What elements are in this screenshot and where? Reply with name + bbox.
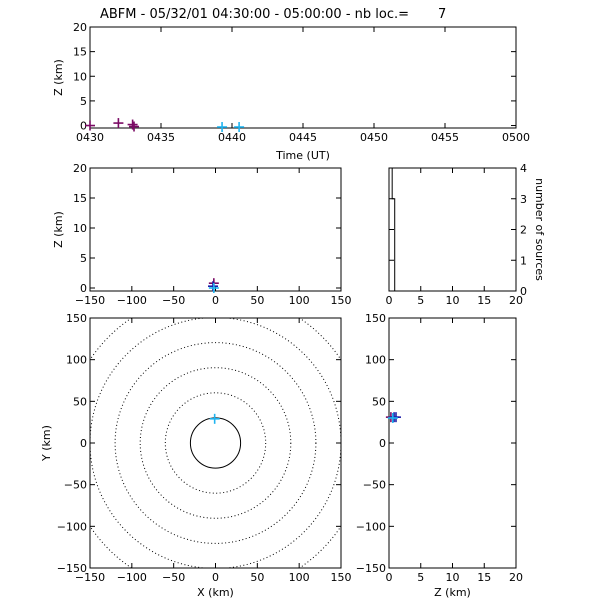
x-tick-label: −100 [117,294,147,307]
y-axis-label: number of sources [533,178,546,281]
x-tick-label: 0500 [502,131,530,144]
x-tick-label: 0 [386,571,393,584]
y-tick-label: 5 [80,252,87,265]
x-tick-label: 0 [212,571,219,584]
y-tick-label: 0 [80,437,87,450]
data-points [385,412,401,423]
range-ring [90,318,341,568]
x-axis-label: X (km) [197,586,234,599]
data-points [85,118,245,133]
x-tick-label: 100 [289,571,310,584]
y-tick-label: −50 [64,479,87,492]
y-tick-label: 50 [372,395,386,408]
x-tick-label: 5 [417,294,424,307]
x-tick-label: −100 [117,571,147,584]
x-tick-label: 0455 [431,131,459,144]
y-tick-label: 100 [66,354,87,367]
x-tick-label: 0430 [76,131,104,144]
plot-frame [89,317,342,569]
chart-panels: 0430 0435 0440 0445 0450 0455 050005101520Time… [40,21,546,599]
y-tick-label: −100 [57,520,87,533]
x-tick-label: 10 [446,571,460,584]
plot-frame [388,167,517,292]
y-tick-label: −50 [363,479,386,492]
plot-frame [89,26,517,129]
panel-zy: 0 5 10 15 20 −150 −100 −50 0 50 100 150 Z (km) [356,312,523,599]
panel-xz: −150 −100 −50 0 50 100 150 0 5 10 15 20 Z (km) [52,162,352,307]
y-tick-label: 0 [80,120,87,133]
x-tick-label: −150 [75,294,105,307]
y-tick-label: 150 [365,312,386,325]
y-axis-label: Y (km) [40,425,53,462]
x-tick-label: −50 [162,571,185,584]
y-axis-label: Z (km) [52,211,65,248]
y-tick-label: 20 [73,162,87,175]
y-tick-label: 100 [365,354,386,367]
y-tick-label: −150 [356,562,386,575]
y-tick-label: 150 [66,312,87,325]
x-tick-label: 5 [417,571,424,584]
y-tick-label: 1 [520,254,527,267]
x-tick-label: 150 [331,294,352,307]
x-tick-label: 10 [446,294,460,307]
x-tick-label: 0450 [360,131,388,144]
x-axis-label: Time (UT) [275,149,330,162]
y-tick-label: 0 [80,282,87,295]
y-tick-label: −150 [57,562,87,575]
panel-xy: −150 −100 −50 0 50 100 150 −150 −100 −50 0 50 100 150… [40,312,352,599]
x-tick-label: −50 [162,294,185,307]
x-tick-label: 15 [477,294,491,307]
data-points [209,413,220,424]
histogram-line [389,167,516,292]
x-tick-label: −150 [75,571,105,584]
y-tick-label: 20 [73,21,87,34]
x-tick-label: 0435 [147,131,175,144]
x-tick-label: 0440 [218,131,246,144]
x-tick-label: 100 [289,294,310,307]
range-ring [164,392,267,494]
panel-time-height: 0430 0435 0440 0445 0450 0455 0500 0 5 10 15 20 Time… [52,21,530,162]
x-tick-label: 0 [212,294,219,307]
y-tick-label: 10 [73,222,87,235]
range-ring [139,367,292,519]
y-tick-label: 2 [520,224,527,237]
x-tick-label: 20 [509,571,523,584]
x-tick-label: 50 [250,571,264,584]
range-ring [114,342,317,544]
chart-title: ABFM - 05/32/01 04:30:00 - 05:00:00 - nb… [100,7,446,22]
range-ring [189,417,242,469]
data-points [207,278,219,293]
x-axis-label: Z (km) [434,586,471,599]
x-tick-label: 15 [477,571,491,584]
y-tick-label: 10 [73,70,87,83]
x-tick-label: 0445 [289,131,317,144]
y-tick-label: 15 [73,192,87,205]
x-tick-label: 150 [331,571,352,584]
y-tick-label: 5 [80,95,87,108]
plot-frame [388,317,517,569]
x-tick-label: 0 [386,294,393,307]
y-tick-label: 50 [73,395,87,408]
x-tick-label: 20 [509,294,523,307]
y-tick-label: 15 [73,46,87,59]
y-tick-label: 4 [520,162,527,175]
range-ring [90,318,341,568]
y-tick-label: −100 [356,520,386,533]
range-rings [90,318,341,568]
y-tick-label: 3 [520,193,527,206]
y-axis-label: Z (km) [52,59,65,96]
x-tick-label: 50 [250,294,264,307]
y-tick-label: 0 [379,437,386,450]
plot-frame [89,167,342,292]
y-tick-label: 0 [520,285,527,298]
